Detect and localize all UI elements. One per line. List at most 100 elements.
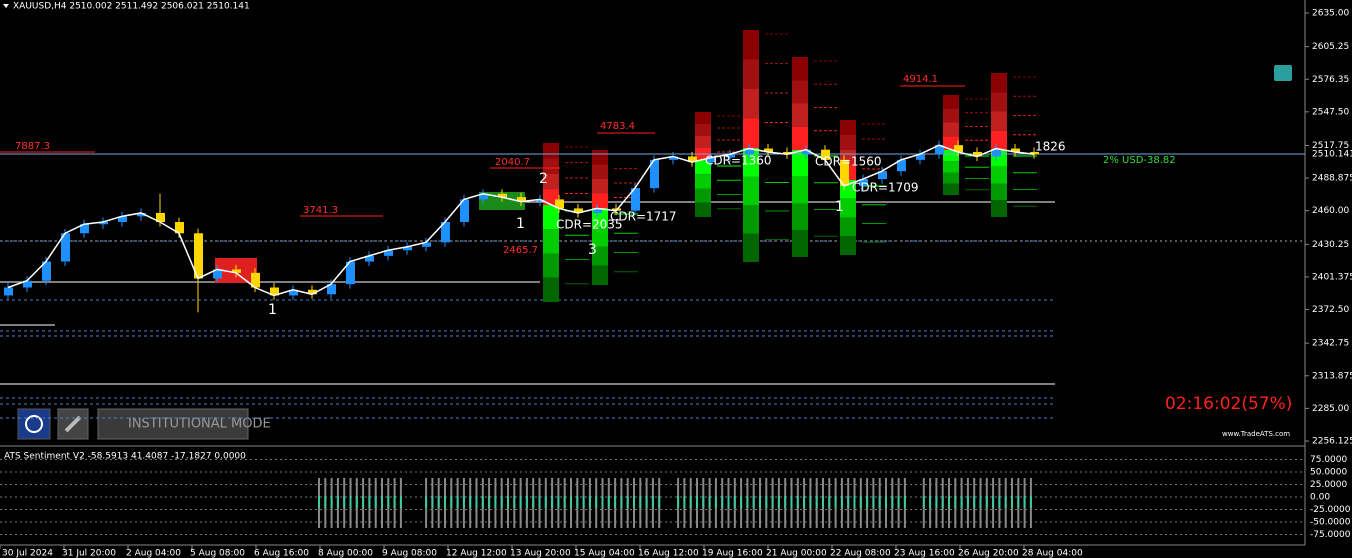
sentiment-bar	[481, 496, 484, 508]
x-tick-label: 22 Aug 08:00	[830, 549, 891, 558]
sentiment-bar	[399, 496, 402, 508]
supply-zone	[543, 174, 559, 190]
indicator-tick-label: -50.0000	[1310, 518, 1351, 528]
demand-zone	[991, 166, 1007, 184]
supply-zone	[792, 80, 808, 104]
sentiment-bar	[588, 496, 591, 508]
candle-body	[859, 179, 868, 186]
sentiment-bar	[614, 496, 617, 508]
sentiment-bar	[544, 496, 547, 508]
annotation: CDR=1560	[815, 155, 882, 169]
candle-body	[327, 284, 336, 295]
sentiment-bar	[815, 496, 818, 508]
candle-body	[536, 199, 545, 202]
sentiment-bar	[620, 496, 623, 508]
sentiment-bar	[891, 496, 894, 508]
annotation: 4914.1	[903, 74, 938, 85]
candle-body	[175, 221, 184, 234]
sentiment-bar	[922, 496, 925, 508]
demand-zone	[792, 203, 808, 231]
sentiment-bar	[834, 496, 837, 508]
sentiment-bar	[954, 496, 957, 508]
sentiment-bar	[903, 496, 906, 508]
candle-body	[631, 188, 640, 211]
x-tick-label: 13 Aug 20:00	[510, 549, 571, 558]
y-tick-label: 2372.50	[1312, 305, 1349, 315]
candle-body	[441, 221, 450, 243]
sentiment-bar	[702, 496, 705, 508]
panel-button[interactable]	[1274, 65, 1292, 81]
sentiment-bar	[746, 496, 749, 508]
sentiment-bar	[488, 496, 491, 508]
y-tick-label: 2605.25	[1312, 42, 1349, 52]
sentiment-bar	[645, 496, 648, 508]
demand-zone	[943, 183, 959, 195]
menu-arrow[interactable]	[3, 4, 9, 8]
candle-body	[783, 151, 792, 155]
annotation: 3	[588, 242, 597, 258]
demand-zone	[743, 205, 759, 234]
annotation: 1	[835, 199, 844, 215]
y-tick-label: 2430.25	[1312, 240, 1349, 250]
candle-body	[574, 208, 583, 213]
supply-zone	[991, 111, 1007, 131]
sentiment-bar	[683, 496, 686, 508]
annotation: 2040.7	[495, 157, 530, 168]
mode-button[interactable]	[97, 408, 249, 440]
current-price-label: 2510.141	[1312, 150, 1352, 160]
supply-zone	[991, 130, 1007, 150]
sentiment-bar	[985, 496, 988, 508]
candle-body	[498, 193, 507, 198]
sentiment-bar	[570, 496, 572, 508]
candle-body	[156, 212, 165, 222]
indicator-tick-label: 0.00	[1310, 493, 1330, 503]
supply-zone	[743, 89, 759, 119]
annotation: 2% USD-38.82	[1103, 155, 1176, 166]
sentiment-bar	[450, 496, 453, 508]
demand-zone	[792, 230, 808, 257]
sentiment-bar	[532, 496, 535, 508]
sentiment-bar	[803, 496, 806, 508]
sentiment-bar	[935, 496, 938, 508]
demand-zone	[991, 200, 1007, 217]
candle-body	[1011, 148, 1020, 152]
sentiment-bar	[885, 496, 887, 508]
candle-body	[346, 261, 355, 285]
sentiment-bar	[771, 496, 774, 508]
candle-body	[61, 233, 70, 262]
supply-zone	[743, 118, 759, 148]
sentiment-bar	[494, 496, 497, 508]
annotation: 1	[516, 216, 525, 232]
x-tick-label: 5 Aug 08:00	[190, 549, 245, 558]
supply-zone	[592, 193, 608, 208]
annotation: 1	[268, 302, 277, 318]
y-tick-label: 2313.875	[1312, 371, 1352, 381]
sentiment-bar	[507, 496, 509, 508]
y-tick-label: 2517.75	[1312, 141, 1349, 151]
x-tick-label: 16 Aug 12:00	[638, 549, 699, 558]
candle-body	[688, 156, 697, 163]
annotation: CDR=1717	[610, 210, 677, 224]
sentiment-bar	[966, 496, 969, 508]
sentiment-bar	[822, 496, 824, 508]
sentiment-bar	[330, 496, 333, 508]
sentiment-bar	[1029, 496, 1032, 508]
sentiment-bar	[425, 496, 428, 508]
candle-body	[745, 148, 754, 155]
sentiment-bar	[324, 496, 327, 508]
sentiment-bar	[847, 496, 850, 508]
sentiment-bar	[437, 496, 440, 508]
sentiment-bar	[853, 496, 856, 508]
supply-zone	[695, 136, 711, 148]
supply-zone	[792, 126, 808, 150]
candle-body	[99, 221, 108, 225]
candle-body	[80, 224, 89, 234]
sentiment-bar	[595, 496, 598, 508]
target-button[interactable]	[17, 408, 51, 440]
sentiment-bar	[387, 496, 390, 508]
sentiment-bar	[651, 496, 654, 508]
candle-body	[878, 171, 887, 180]
candle-body	[1030, 151, 1039, 155]
supply-zone	[695, 112, 711, 124]
indicator-title: ATS Sentiment V2 -58.5913 41.4087 -17.18…	[4, 452, 246, 462]
